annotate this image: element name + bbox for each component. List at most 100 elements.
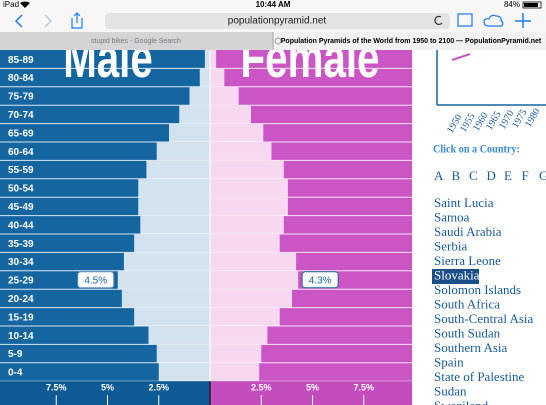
female-x-tick-label: 2.5% bbox=[251, 383, 272, 393]
age-label: 35-39 bbox=[8, 239, 34, 250]
bookmarks-button[interactable] bbox=[457, 13, 473, 27]
active-tab[interactable] bbox=[273, 32, 546, 50]
callout-box bbox=[301, 271, 339, 289]
letter-link[interactable]: A bbox=[434, 168, 444, 183]
country-link[interactable]: Southern Asia bbox=[434, 340, 508, 355]
status-bar bbox=[0, 0, 546, 10]
male-bar bbox=[179, 105, 210, 124]
letter-link[interactable]: G bbox=[539, 168, 546, 183]
female-bar bbox=[210, 326, 268, 345]
male-x-tick-label: 7.5% bbox=[46, 383, 67, 393]
age-label: 55-59 bbox=[8, 165, 34, 176]
female-bar bbox=[210, 160, 284, 179]
female-bar bbox=[210, 142, 272, 161]
female-x-tick-label: 5% bbox=[306, 383, 319, 393]
female-bar bbox=[210, 344, 262, 363]
device-name: iPad bbox=[3, 0, 19, 9]
male-x-tick-label: 2.5% bbox=[148, 383, 169, 393]
age-label: 50-54 bbox=[8, 184, 34, 195]
back-button[interactable] bbox=[14, 14, 23, 28]
country-link[interactable]: Swaziland bbox=[434, 398, 489, 405]
age-label: 20-24 bbox=[8, 294, 34, 305]
female-bar bbox=[210, 289, 292, 308]
letter-link[interactable]: D bbox=[487, 168, 496, 183]
country-link[interactable]: South-Central Asia bbox=[434, 311, 534, 326]
country-link[interactable]: Spain bbox=[434, 354, 464, 369]
tab-title[interactable]: Population Pyramids of the World from 19… bbox=[281, 38, 542, 45]
letter-link[interactable]: B bbox=[452, 168, 461, 183]
male-bar bbox=[134, 307, 210, 326]
female-bar bbox=[210, 362, 260, 382]
female-x-tick-label: 7.5% bbox=[353, 383, 374, 393]
country-link[interactable]: Sudan bbox=[434, 383, 467, 398]
cloud-button[interactable] bbox=[483, 14, 504, 27]
female-bar bbox=[210, 178, 288, 198]
letter-link[interactable]: E bbox=[504, 168, 512, 183]
female-bar bbox=[210, 68, 225, 87]
female-bar bbox=[210, 234, 280, 253]
callout-box bbox=[77, 271, 115, 289]
age-label: 70-74 bbox=[8, 110, 34, 121]
selected-highlight bbox=[432, 269, 479, 284]
male-bar bbox=[189, 86, 210, 106]
male-x-tick-label: 5% bbox=[101, 383, 114, 393]
tab-close[interactable] bbox=[274, 37, 282, 45]
age-label: 40-44 bbox=[8, 220, 34, 231]
female-axis bbox=[210, 381, 412, 405]
age-label: 85-89 bbox=[8, 55, 34, 66]
country-link[interactable]: South Sudan bbox=[434, 325, 501, 340]
age-label: 0-4 bbox=[8, 368, 23, 379]
male-bar bbox=[121, 289, 210, 308]
address-field[interactable] bbox=[105, 13, 450, 29]
female-bar bbox=[210, 197, 288, 216]
tab-title[interactable]: stupid bikes - Google Search bbox=[91, 38, 181, 45]
male-bar bbox=[148, 326, 210, 345]
country-link[interactable]: State of Palestine bbox=[434, 369, 524, 384]
male-bar bbox=[140, 215, 210, 234]
forward-button[interactable] bbox=[44, 14, 53, 28]
country-link[interactable]: Saudi Arabia bbox=[434, 224, 502, 239]
female-bar bbox=[210, 105, 251, 124]
male-bar bbox=[117, 270, 210, 290]
letter-link[interactable]: C bbox=[469, 168, 478, 183]
female-bar bbox=[210, 270, 299, 290]
country-link[interactable]: Slovakia bbox=[434, 267, 480, 282]
callout-label: 4.5% bbox=[84, 275, 107, 286]
country-link[interactable]: Serbia bbox=[434, 238, 467, 253]
male-bar bbox=[156, 344, 210, 363]
male-bar bbox=[134, 234, 210, 253]
wifi-icon bbox=[20, 1, 30, 8]
male-bar bbox=[199, 68, 210, 87]
country-link[interactable]: Samoa bbox=[434, 209, 470, 224]
female-bar bbox=[210, 252, 297, 271]
address: populationpyramid.net bbox=[228, 16, 327, 27]
country-link[interactable]: South Africa bbox=[434, 296, 500, 311]
male-bar bbox=[204, 50, 210, 69]
female-bar bbox=[210, 123, 264, 142]
age-label: 10-14 bbox=[8, 331, 34, 342]
male-bar bbox=[123, 252, 210, 271]
reload-button[interactable] bbox=[434, 15, 443, 26]
country-link[interactable]: Saint Lucia bbox=[434, 195, 494, 210]
age-label: 5-9 bbox=[8, 349, 23, 360]
male-bar bbox=[169, 123, 210, 142]
country-link[interactable]: Solomon Islands bbox=[434, 282, 521, 297]
new-tab-button[interactable] bbox=[515, 13, 531, 28]
male-bar bbox=[138, 197, 210, 216]
female-bar bbox=[210, 50, 217, 69]
male-axis bbox=[0, 381, 210, 405]
year-label: 1980 bbox=[523, 106, 543, 129]
age-label: 65-69 bbox=[8, 128, 34, 139]
age-label: 25-29 bbox=[8, 276, 34, 287]
share-button[interactable] bbox=[71, 12, 83, 29]
country-link[interactable]: Sierra Leone bbox=[434, 253, 501, 268]
female-bar bbox=[210, 215, 284, 234]
male-bar bbox=[138, 178, 210, 198]
male-bar bbox=[156, 142, 210, 161]
callout-label: 4.3% bbox=[309, 275, 332, 286]
letter-link[interactable]: F bbox=[522, 168, 529, 183]
clock: 10:44 AM bbox=[256, 0, 291, 9]
battery-icon bbox=[522, 1, 542, 9]
